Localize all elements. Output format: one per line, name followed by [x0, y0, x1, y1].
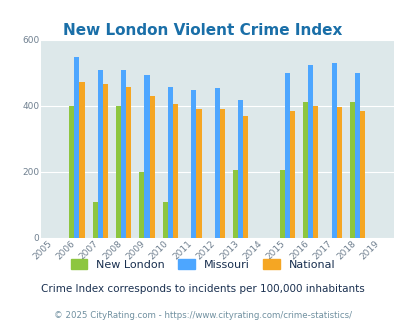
Bar [232, 170, 237, 238]
Bar [219, 109, 224, 238]
Bar [102, 84, 108, 238]
Bar [243, 116, 248, 238]
Bar [74, 57, 79, 238]
Bar [214, 88, 219, 238]
Bar [196, 109, 201, 238]
Bar [307, 65, 313, 238]
Bar [191, 90, 196, 238]
Bar [92, 202, 98, 238]
Bar [79, 82, 84, 238]
Bar [302, 102, 307, 238]
Bar [313, 106, 318, 238]
Text: New London Violent Crime Index: New London Violent Crime Index [63, 23, 342, 38]
Bar [359, 111, 364, 238]
Bar [336, 107, 341, 238]
Bar [354, 73, 359, 238]
Bar [98, 70, 102, 238]
Text: Crime Index corresponds to incidents per 100,000 inhabitants: Crime Index corresponds to incidents per… [41, 284, 364, 294]
Bar [173, 104, 178, 238]
Bar [69, 106, 74, 238]
Bar [349, 102, 354, 238]
Bar [126, 87, 131, 238]
Bar [237, 100, 243, 238]
Bar [289, 111, 294, 238]
Bar [162, 202, 167, 238]
Bar [144, 75, 149, 238]
Legend: New London, Missouri, National: New London, Missouri, National [66, 255, 339, 274]
Bar [121, 70, 126, 238]
Bar [279, 170, 284, 238]
Bar [149, 96, 154, 238]
Bar [284, 73, 289, 238]
Bar [139, 172, 144, 238]
Bar [331, 63, 336, 238]
Bar [167, 87, 173, 238]
Bar [116, 106, 121, 238]
Text: © 2025 CityRating.com - https://www.cityrating.com/crime-statistics/: © 2025 CityRating.com - https://www.city… [54, 311, 351, 320]
